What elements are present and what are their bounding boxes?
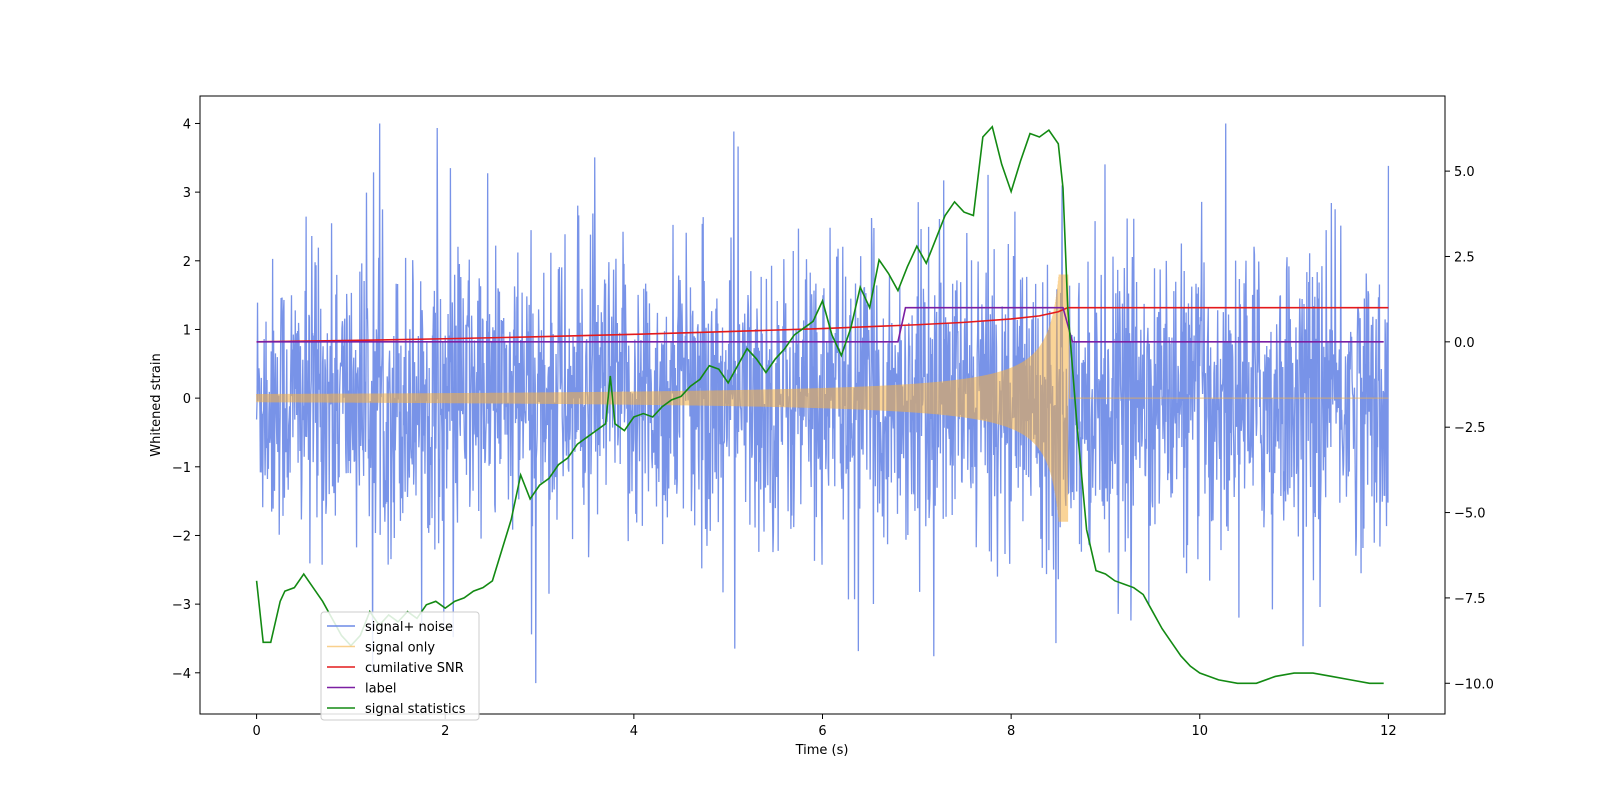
left-y-tick-label: 1 [183,323,191,338]
legend-box [320,611,480,721]
left-y-tick-label: −1 [172,461,191,476]
legend-label-signal-noise: signal+ noise [365,620,453,635]
legend-label-label: label [365,682,396,697]
series-line-signal-only [255,274,1389,522]
x-axis-label: Time (s) [795,743,849,758]
right-y-tick-label: 5.0 [1454,165,1475,180]
x-tick-label: 2 [441,724,449,739]
left-y-axis-ticks: −4 −3 −2 −1 0 1 2 3 4 [172,117,200,682]
right-y-tick-label: −5.0 [1454,507,1486,522]
x-tick-label: 12 [1380,724,1397,739]
series-line-label [256,306,1384,343]
left-y-tick-label: 3 [183,186,191,201]
x-tick-label: 4 [630,724,638,739]
x-axis-ticks: 0 2 4 6 8 10 12 [252,714,1397,739]
left-y-tick-label: 0 [183,392,191,407]
x-tick-label: 8 [1007,724,1015,739]
x-tick-label: 10 [1191,724,1208,739]
right-y-tick-label: 0.0 [1454,336,1475,351]
series-line-cumilative-snr [256,306,1389,343]
right-y-tick-label: −2.5 [1454,421,1486,436]
right-y-tick-label: 2.5 [1454,250,1475,265]
series-line-signal-statistics [255,125,1384,685]
left-y-tick-label: 2 [183,255,191,270]
y-axis-label: Whitened strain [149,353,164,456]
x-tick-label: 0 [252,724,260,739]
right-y-tick-label: −10.0 [1454,677,1494,692]
right-y-axis-ticks: −10.0 −7.5 −5.0 −2.5 0.0 2.5 5.0 [1445,165,1494,692]
legend-label-signal-statistics: signal statistics [365,702,466,717]
left-y-tick-label: −4 [172,667,191,682]
legend: signal+ noise signal only cumilative SNR la… [320,611,480,721]
plot-series-layer [255,123,1390,685]
left-y-tick-label: −2 [172,529,191,544]
legend-label-signal-only: signal only [365,641,435,656]
series-line-signal-noise [255,123,1390,684]
legend-label-cumilative-snr: cumilative SNR [365,661,464,676]
x-tick-label: 6 [818,724,826,739]
left-y-tick-label: 4 [183,117,191,132]
left-y-tick-label: −3 [172,598,191,613]
right-y-tick-label: −7.5 [1454,592,1486,607]
